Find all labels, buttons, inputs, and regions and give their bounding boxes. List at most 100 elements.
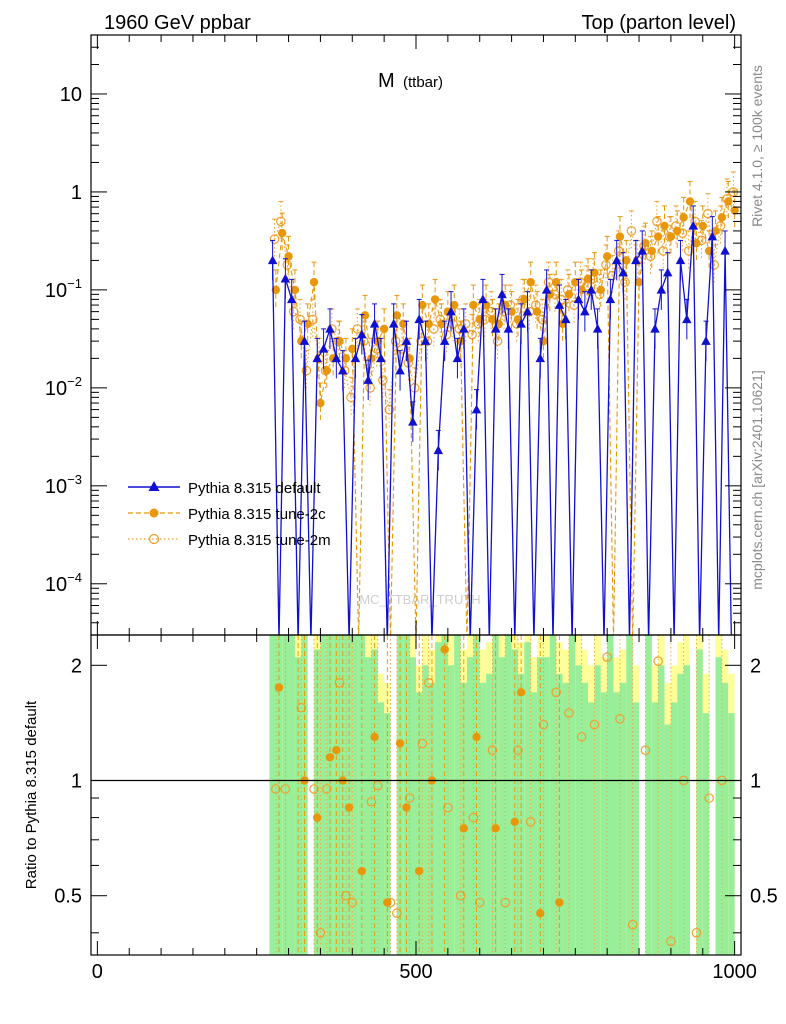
data-point-tune2c [724,197,733,206]
header-left: 1960 GeV ppbar [104,12,251,34]
data-point-tune2c [450,300,459,310]
ratio-band-green-bin [645,635,652,955]
ratio-point-tune2c [536,909,545,918]
data-point-tune2c [532,307,542,316]
data-point-default [439,336,450,345]
ratio-band-green-bin [600,692,608,955]
data-point-tune2m [703,208,713,219]
watermark: MC_TTBAR_TRUTH [359,592,480,607]
ratio-band-green-bin [562,682,569,955]
ratio-point-tune2m [347,897,358,908]
data-point-default [401,336,412,345]
ratio-band-green-bin [715,657,722,955]
legend-label-tune2c: Pythia 8.315 tune-2c [188,506,326,523]
ratio-point-tune2m [615,713,625,724]
legend-entry-tune2m: Pythia 8.315 tune-2m [128,532,331,549]
ratio-band-green-bin [409,657,416,955]
ratio-point-tune2m [334,678,345,688]
legend: Pythia 8.315 default Pythia 8.315 tune-2… [128,480,331,549]
data-point-default [376,353,386,363]
plot-title-sub: (ttbar) [403,74,443,91]
ratio-point-tune2m [296,702,307,713]
data-point-tune2c [341,354,351,363]
ratio-band-green-bin [658,665,665,955]
data-point-tune2c [634,277,644,287]
ratio-band-green-bin [524,642,531,955]
ratio-point-tune2m [551,687,561,698]
data-point-default [580,306,590,316]
y-tick-label: 1 [71,182,82,204]
ratio-point-tune2c [402,803,411,812]
data-point-tune2c [730,206,739,215]
ratio-point-tune2m [309,784,319,794]
data-point-tune2c [520,295,529,304]
data-point-default [350,353,361,363]
y-tick-exponent: −2 [67,374,82,389]
data-point-default [490,323,501,333]
data-point-default [503,323,514,333]
y-tick-base: 10 [45,574,67,596]
data-point-tune2c [290,285,300,295]
ratio-point-tune2m [538,719,549,730]
ratio-band-green-bin [505,635,512,955]
data-point-tune2m [467,329,477,340]
ratio-point-tune2m [704,793,714,803]
rivet-label: Rivet 4.1.0, ≥ 100k events [749,65,765,227]
ratio-band-green-bin [352,635,359,955]
data-point-tune2m [282,260,293,270]
data-point-tune2c [303,319,312,329]
data-point-default [650,323,660,333]
data-point-default [337,365,348,375]
data-point-tune2c [309,277,319,287]
ratio-point-tune2c [332,746,341,755]
data-point-tune2m [652,216,662,227]
data-point-tune2c [507,307,516,316]
x-tick-label: 1000 [712,961,757,983]
data-point-tune2c [647,246,656,256]
ratio-band-green-bin [594,665,601,955]
data-point-default [586,284,596,294]
data-point-tune2c [430,295,440,304]
ratio-point-tune2c [313,813,322,822]
data-point-tune2c [392,311,402,320]
legend-label-tune2m: Pythia 8.315 tune-2m [188,532,331,549]
ratio-point-tune2c [491,824,500,833]
ratio-band-green-bin [549,635,557,955]
data-point-tune2m [384,404,395,415]
header-right: Top (parton level) [581,12,736,34]
data-point-default [446,306,456,316]
ratio-band-green-bin [530,692,538,955]
ratio-band-green-bin [588,702,595,955]
data-point-tune2c [360,311,370,320]
y-tick-base: 10 [60,84,82,106]
data-point-tune2c [437,319,446,329]
data-point-default [720,245,730,255]
data-point-tune2m [301,365,312,376]
ratio-band-green-bin [384,713,391,955]
ratio-axes: 0.5 0.5 1 1 2 2 0 500 1000 [54,635,778,983]
y-tick-base: 10 [45,280,67,302]
ratio-point-tune2c [383,898,392,907]
ratio-point-tune2c [395,739,405,748]
ratio-point-tune2m [341,890,351,901]
ratio-band-green-bin [696,649,703,955]
data-point-default [459,323,469,333]
ratio-band-green-bin [371,649,378,955]
ratio-band-green-bin [466,657,474,955]
data-point-tune2m [295,314,305,325]
data-point-tune2m [276,216,286,227]
ratio-point-tune2m [392,908,402,919]
ratio-y-tick-label-left: 0.5 [54,886,82,908]
data-point-tune2c [526,277,535,287]
data-point-default [299,336,310,345]
plot-title: M [378,70,395,92]
ratio-point-tune2c [516,688,526,697]
y-tick-label: 10−1 [45,276,82,302]
ratio-y-tick-label-left: 1 [71,771,82,793]
data-point-tune2c [673,226,682,236]
ratio-point-tune2m [315,928,326,938]
series-line-tune2m [273,191,734,410]
data-point-default [541,284,552,294]
